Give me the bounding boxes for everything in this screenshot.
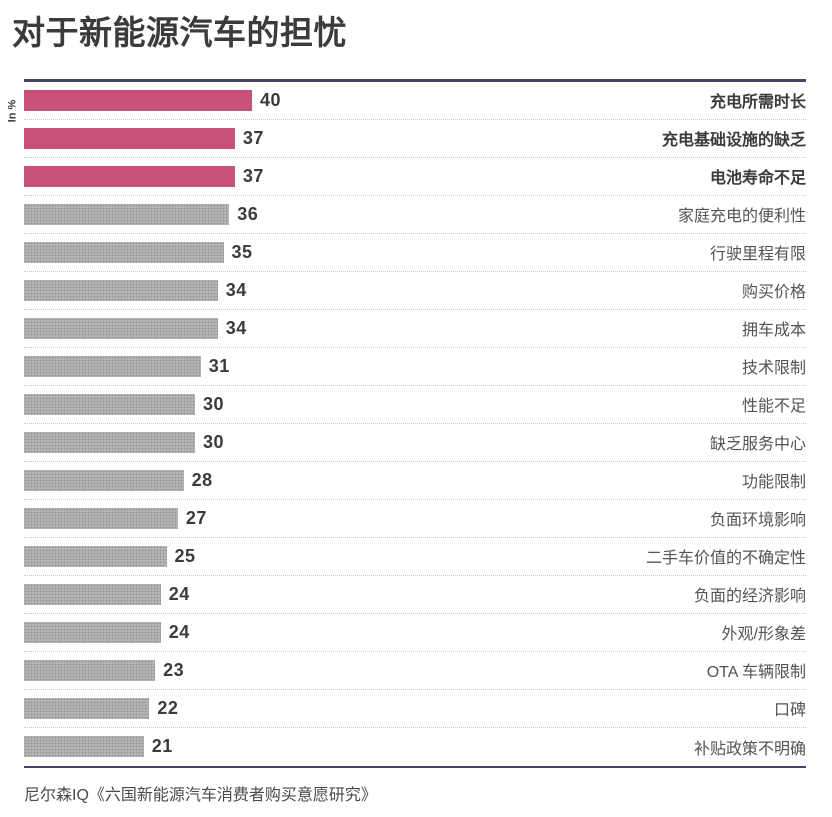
bar-row: 31 技术限制 bbox=[24, 348, 806, 386]
bar bbox=[24, 621, 161, 643]
bar-value: 31 bbox=[208, 355, 230, 376]
bar-value: 37 bbox=[242, 127, 264, 148]
bar bbox=[24, 89, 252, 111]
bar bbox=[24, 431, 195, 453]
bar bbox=[24, 545, 167, 567]
bar-label: 性能不足 bbox=[741, 398, 806, 416]
source-note: 尼尔森IQ《六国新能源汽车消费者购买意愿研究》 bbox=[24, 786, 377, 804]
bar-label: 负面环境影响 bbox=[709, 512, 806, 530]
bar-value: 25 bbox=[174, 545, 196, 566]
bar bbox=[24, 355, 201, 377]
bar-value: 37 bbox=[242, 165, 264, 186]
bar-row: 40 充电所需时长 bbox=[24, 82, 806, 120]
bar-label: 电池寿命不足 bbox=[709, 170, 806, 188]
bar-row: 28 功能限制 bbox=[24, 462, 806, 500]
chart-title: 对于新能源汽车的担忧 bbox=[12, 14, 347, 51]
bar-row: 25 二手车价值的不确定性 bbox=[24, 538, 806, 576]
bar-row: 36 家庭充电的便利性 bbox=[24, 196, 806, 234]
bar-chart: In % 40 充电所需时长 37 充电基础设施的缺乏 37 电池寿命不足 36… bbox=[6, 78, 806, 768]
bar-row: 37 电池寿命不足 bbox=[24, 158, 806, 196]
bar-label: 口碑 bbox=[773, 702, 806, 720]
bar-label: 缺乏服务中心 bbox=[709, 436, 806, 454]
bar bbox=[24, 736, 144, 758]
bar-row: 24 负面的经济影响 bbox=[24, 576, 806, 614]
bar-value: 30 bbox=[203, 431, 225, 452]
bar-label: 行驶里程有限 bbox=[709, 246, 806, 264]
bar bbox=[24, 507, 178, 529]
bar-row: 30 性能不足 bbox=[24, 386, 806, 424]
bar-value: 27 bbox=[185, 507, 207, 528]
bar-value: 36 bbox=[237, 203, 259, 224]
bar bbox=[24, 279, 218, 301]
bar-label: 购买价格 bbox=[741, 284, 806, 302]
bar-value: 34 bbox=[225, 317, 247, 338]
bar-row: 23 OTA 车辆限制 bbox=[24, 652, 806, 690]
bar-value: 30 bbox=[203, 393, 225, 414]
bar-value: 40 bbox=[260, 89, 282, 110]
bar-label: 家庭充电的便利性 bbox=[677, 208, 806, 226]
bar bbox=[24, 165, 235, 187]
bar-row: 34 购买价格 bbox=[24, 272, 806, 310]
bar-row: 27 负面环境影响 bbox=[24, 500, 806, 538]
bar-label: 技术限制 bbox=[741, 360, 806, 378]
bar-value: 35 bbox=[231, 241, 253, 262]
bar-label: 功能限制 bbox=[741, 474, 806, 492]
bar bbox=[24, 317, 218, 339]
bar bbox=[24, 393, 195, 415]
axis-unit-label: In % bbox=[6, 99, 19, 122]
bar bbox=[24, 469, 184, 491]
bar-row: 34 拥车成本 bbox=[24, 310, 806, 348]
bar-value: 34 bbox=[225, 279, 247, 300]
chart-page: 对于新能源汽车的担忧 In % 40 充电所需时长 37 充电基础设施的缺乏 3… bbox=[0, 13, 832, 817]
bar-row: 35 行驶里程有限 bbox=[24, 234, 806, 272]
bar-row: 30 缺乏服务中心 bbox=[24, 424, 806, 462]
bar-value: 23 bbox=[163, 659, 185, 680]
bar bbox=[24, 241, 224, 263]
bar-row: 37 充电基础设施的缺乏 bbox=[24, 120, 806, 158]
bar-row: 22 口碑 bbox=[24, 690, 806, 728]
bar bbox=[24, 659, 156, 681]
bar-value: 22 bbox=[157, 697, 179, 718]
bar-label: 拥车成本 bbox=[741, 322, 806, 340]
bar-value: 24 bbox=[168, 621, 190, 642]
bar bbox=[24, 697, 150, 719]
bar-label: 充电基础设施的缺乏 bbox=[661, 132, 806, 150]
bar-label: OTA 车辆限制 bbox=[706, 664, 806, 682]
bar bbox=[24, 203, 230, 225]
bar-value: 28 bbox=[191, 469, 213, 490]
bar-label: 负面的经济影响 bbox=[693, 588, 806, 606]
bar bbox=[24, 583, 161, 605]
bar-label: 二手车价值的不确定性 bbox=[645, 550, 806, 568]
bar-row: 21 补贴政策不明确 bbox=[24, 728, 806, 766]
bar-label: 外观/形象差 bbox=[721, 626, 806, 644]
bar-row: 24 外观/形象差 bbox=[24, 614, 806, 652]
bar bbox=[24, 127, 235, 149]
bar-label: 充电所需时长 bbox=[709, 94, 806, 112]
bar-value: 21 bbox=[151, 736, 173, 757]
bar-rows: 40 充电所需时长 37 充电基础设施的缺乏 37 电池寿命不足 36 家庭充电… bbox=[24, 78, 806, 768]
bar-label: 补贴政策不明确 bbox=[693, 740, 806, 758]
bar-value: 24 bbox=[168, 583, 190, 604]
